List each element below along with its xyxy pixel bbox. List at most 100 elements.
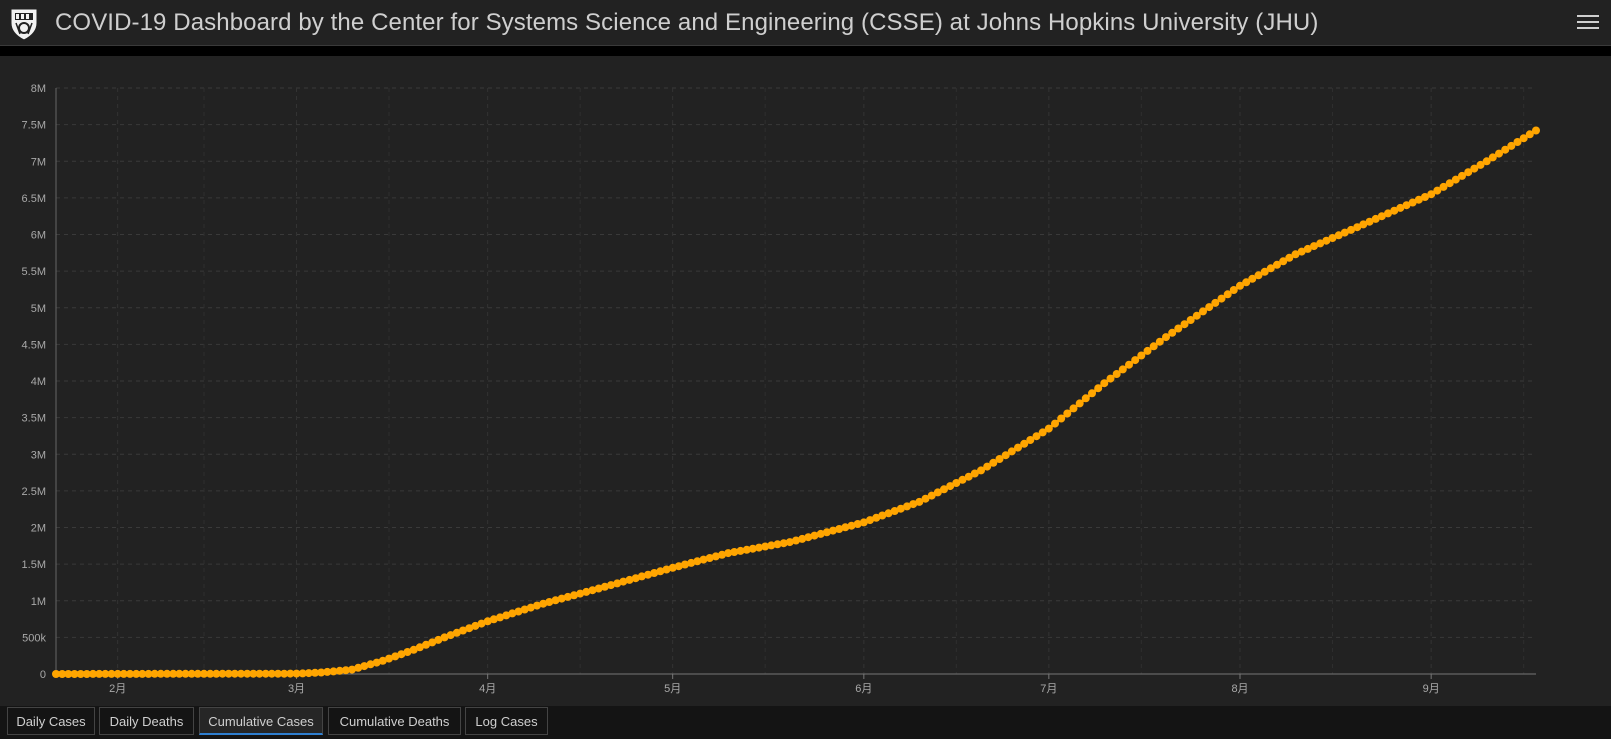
data-point[interactable] bbox=[644, 570, 652, 579]
data-point[interactable] bbox=[970, 469, 979, 478]
data-point[interactable] bbox=[169, 669, 178, 678]
data-point[interactable] bbox=[1180, 320, 1189, 329]
data-point[interactable] bbox=[200, 669, 208, 678]
data-point[interactable] bbox=[1063, 409, 1072, 418]
data-point[interactable] bbox=[1285, 253, 1294, 262]
data-point[interactable] bbox=[1100, 379, 1109, 388]
data-point[interactable] bbox=[804, 533, 813, 542]
data-point[interactable] bbox=[1390, 206, 1399, 215]
data-point[interactable] bbox=[810, 531, 819, 540]
data-point[interactable] bbox=[995, 455, 1004, 463]
data-point[interactable] bbox=[859, 518, 868, 527]
data-point[interactable] bbox=[983, 462, 992, 471]
data-point[interactable] bbox=[662, 565, 671, 574]
data-point[interactable] bbox=[1414, 195, 1423, 204]
data-point[interactable] bbox=[748, 544, 757, 553]
data-point[interactable] bbox=[1001, 451, 1010, 460]
data-point[interactable] bbox=[1229, 286, 1238, 294]
data-point[interactable] bbox=[1310, 242, 1318, 251]
data-point[interactable] bbox=[1328, 234, 1337, 242]
data-point[interactable] bbox=[360, 662, 369, 671]
data-point[interactable] bbox=[779, 539, 788, 548]
data-point[interactable] bbox=[502, 611, 511, 620]
data-point[interactable] bbox=[551, 596, 560, 605]
data-point[interactable] bbox=[1451, 175, 1460, 184]
data-point[interactable] bbox=[465, 624, 474, 633]
data-point[interactable] bbox=[354, 663, 363, 672]
data-point[interactable] bbox=[1347, 225, 1355, 234]
data-point[interactable] bbox=[156, 669, 165, 678]
data-point[interactable] bbox=[1322, 236, 1331, 245]
data-point[interactable] bbox=[699, 555, 708, 564]
data-point[interactable] bbox=[822, 528, 831, 537]
data-point[interactable] bbox=[1433, 186, 1442, 195]
data-point[interactable] bbox=[773, 540, 782, 549]
data-point[interactable] bbox=[132, 669, 141, 678]
data-point[interactable] bbox=[1470, 164, 1479, 173]
data-point[interactable] bbox=[668, 563, 677, 572]
data-point[interactable] bbox=[878, 511, 887, 520]
data-point[interactable] bbox=[835, 525, 844, 533]
data-point[interactable] bbox=[526, 603, 535, 612]
data-point[interactable] bbox=[1371, 214, 1380, 223]
data-point[interactable] bbox=[1513, 138, 1522, 146]
data-point[interactable] bbox=[459, 626, 467, 635]
data-point[interactable] bbox=[70, 670, 79, 678]
data-point[interactable] bbox=[631, 574, 640, 583]
menu-icon[interactable] bbox=[1577, 12, 1599, 34]
data-point[interactable] bbox=[1162, 333, 1170, 342]
data-point[interactable] bbox=[489, 615, 498, 624]
data-point[interactable] bbox=[1316, 239, 1325, 248]
data-point[interactable] bbox=[101, 669, 110, 678]
data-point[interactable] bbox=[422, 640, 430, 649]
data-point[interactable] bbox=[237, 669, 245, 678]
data-point[interactable] bbox=[193, 669, 202, 678]
data-point[interactable] bbox=[1266, 264, 1275, 273]
data-point[interactable] bbox=[1149, 342, 1158, 351]
data-point[interactable] bbox=[1396, 203, 1405, 212]
data-point[interactable] bbox=[1353, 223, 1362, 232]
data-point[interactable] bbox=[853, 520, 862, 528]
data-point[interactable] bbox=[946, 482, 955, 491]
data-point[interactable] bbox=[95, 669, 104, 678]
data-point[interactable] bbox=[1248, 274, 1257, 283]
data-point[interactable] bbox=[1007, 447, 1016, 456]
data-point[interactable] bbox=[576, 589, 585, 598]
data-point[interactable] bbox=[440, 633, 449, 642]
data-point[interactable] bbox=[896, 504, 905, 513]
tab-cumulative-deaths[interactable]: Cumulative Deaths bbox=[328, 707, 461, 735]
data-point[interactable] bbox=[1026, 436, 1035, 444]
data-point[interactable] bbox=[335, 666, 344, 675]
data-point[interactable] bbox=[964, 472, 973, 481]
data-point[interactable] bbox=[224, 669, 233, 678]
data-point[interactable] bbox=[1118, 365, 1127, 374]
data-point[interactable] bbox=[212, 669, 221, 678]
data-point[interactable] bbox=[761, 542, 770, 551]
data-point[interactable] bbox=[1057, 414, 1066, 423]
data-point[interactable] bbox=[841, 523, 850, 532]
data-point[interactable] bbox=[434, 635, 443, 644]
data-point[interactable] bbox=[1192, 311, 1201, 320]
data-point[interactable] bbox=[378, 656, 387, 665]
data-point[interactable] bbox=[958, 475, 967, 484]
data-point[interactable] bbox=[181, 669, 190, 678]
data-point[interactable] bbox=[1205, 303, 1214, 312]
data-point[interactable] bbox=[1254, 271, 1263, 280]
data-point[interactable] bbox=[298, 669, 307, 678]
data-point[interactable] bbox=[107, 669, 116, 678]
data-point[interactable] bbox=[909, 500, 918, 509]
data-point[interactable] bbox=[520, 605, 529, 614]
data-point[interactable] bbox=[1168, 328, 1177, 337]
data-point[interactable] bbox=[329, 667, 338, 676]
data-point[interactable] bbox=[1421, 193, 1429, 201]
data-point[interactable] bbox=[1155, 337, 1164, 346]
data-point[interactable] bbox=[76, 670, 85, 678]
data-point[interactable] bbox=[1186, 316, 1195, 324]
data-point[interactable] bbox=[1384, 209, 1392, 218]
data-point[interactable] bbox=[261, 669, 270, 678]
data-point[interactable] bbox=[1242, 278, 1251, 287]
data-point[interactable] bbox=[255, 669, 264, 678]
data-point[interactable] bbox=[594, 584, 603, 593]
data-point[interactable] bbox=[1482, 157, 1491, 166]
data-point[interactable] bbox=[952, 479, 961, 487]
